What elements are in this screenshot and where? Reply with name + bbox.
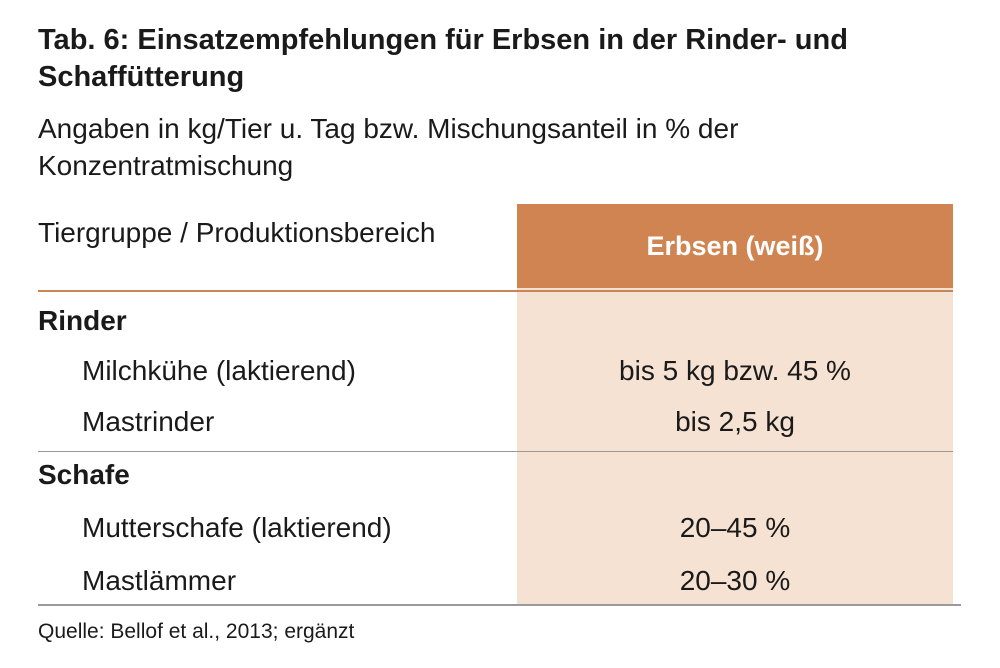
row-label: Mastlämmer <box>82 565 237 596</box>
bottom-rule <box>38 604 961 606</box>
table-row: Mastlämmer 20–30 % <box>38 556 953 606</box>
group-label: Rinder <box>38 305 127 336</box>
column-header-label: Erbsen (weiß) <box>646 230 824 261</box>
row-label: Mastrinder <box>82 406 215 437</box>
table-title: Tab. 6: Einsatzempfehlungen für Erbsen i… <box>38 24 848 93</box>
group-divider <box>38 451 953 452</box>
row-label: Milchkühe (laktierend) <box>82 355 356 386</box>
row-value: bis 2,5 kg <box>675 406 795 437</box>
group-row-schafe: Schafe <box>38 450 953 500</box>
table-row: Mastrinder bis 2,5 kg <box>38 397 953 447</box>
row-value: 20–45 % <box>679 512 791 543</box>
feeding-table: Erbsen (weiß) Tiergruppe / Produktionsbe… <box>38 204 961 608</box>
group-row-rinder: Rinder <box>38 296 953 346</box>
table-row: Milchkühe (laktierend) bis 5 kg bzw. 45 … <box>38 346 953 396</box>
group-label: Schafe <box>38 459 130 490</box>
table-row: Mutterschafe (laktierend) 20–45 % <box>38 503 953 553</box>
column-header-erbsen: Erbsen (weiß) <box>517 204 953 288</box>
row-header-label: Tiergruppe / Produktionsbereich <box>38 217 436 248</box>
source-note: Quelle: Bellof et al., 2013; ergänzt <box>38 620 355 643</box>
header-divider <box>38 290 953 292</box>
row-value: 20–30 % <box>679 565 791 596</box>
table-subtitle: Angaben in kg/Tier u. Tag bzw. Mischungs… <box>38 113 739 181</box>
row-label: Mutterschafe (laktierend) <box>82 512 392 543</box>
row-value: bis 5 kg bzw. 45 % <box>619 355 851 386</box>
